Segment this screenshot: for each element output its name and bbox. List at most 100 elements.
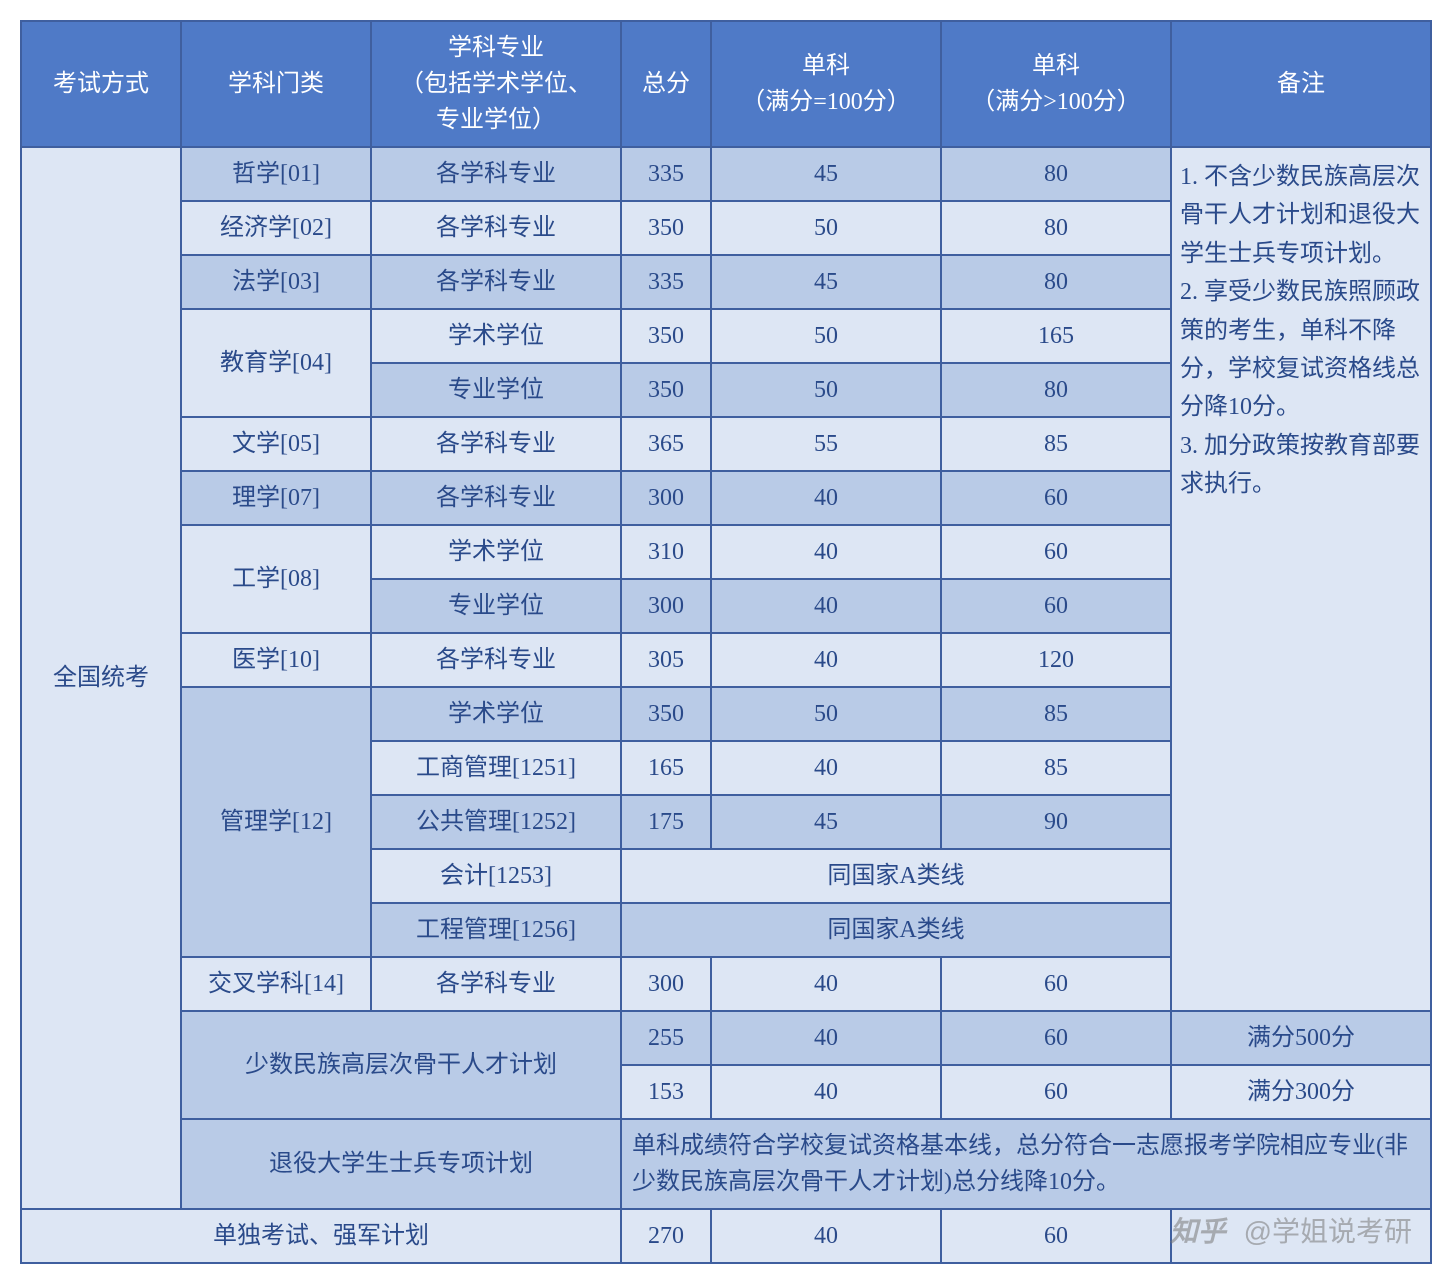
total-cell: 300	[621, 471, 711, 525]
total-cell: 255	[621, 1011, 711, 1065]
s1-cell: 40	[711, 471, 941, 525]
table-row: 少数民族高层次骨干人才计划 255 40 60 满分500分	[21, 1011, 1431, 1065]
s1-cell: 40	[711, 741, 941, 795]
total-cell: 350	[621, 201, 711, 255]
s2-cell: 85	[941, 417, 1171, 471]
s1-cell: 40	[711, 579, 941, 633]
s2-cell: 90	[941, 795, 1171, 849]
major-cell: 专业学位	[371, 579, 621, 633]
note-cell: 满分500分	[1171, 1011, 1431, 1065]
cat-cell: 经济学[02]	[181, 201, 371, 255]
total-cell: 300	[621, 957, 711, 1011]
s2-cell: 60	[941, 1209, 1171, 1263]
merged-cell: 同国家A类线	[621, 849, 1171, 903]
cat-cell: 管理学[12]	[181, 687, 371, 957]
major-cell: 各学科专业	[371, 147, 621, 201]
major-cell: 工程管理[1256]	[371, 903, 621, 957]
s1-cell: 40	[711, 525, 941, 579]
s2-cell: 60	[941, 1065, 1171, 1119]
major-cell: 学术学位	[371, 525, 621, 579]
s2-cell: 60	[941, 1011, 1171, 1065]
s1-cell: 40	[711, 1011, 941, 1065]
s1-cell: 45	[711, 255, 941, 309]
cat-cell: 理学[07]	[181, 471, 371, 525]
plan-label: 退役大学生士兵专项计划	[181, 1119, 621, 1209]
total-cell: 350	[621, 363, 711, 417]
total-cell: 175	[621, 795, 711, 849]
header-total: 总分	[621, 21, 711, 147]
s1-cell: 40	[711, 1065, 941, 1119]
s1-cell: 50	[711, 363, 941, 417]
s1-cell: 45	[711, 795, 941, 849]
major-cell: 学术学位	[371, 687, 621, 741]
header-subject-100: 单科（满分=100分）	[711, 21, 941, 147]
cat-cell: 交叉学科[14]	[181, 957, 371, 1011]
header-category: 学科门类	[181, 21, 371, 147]
s2-cell: 165	[941, 309, 1171, 363]
s1-cell: 40	[711, 633, 941, 687]
header-subject-gt100: 单科（满分>100分）	[941, 21, 1171, 147]
major-cell: 各学科专业	[371, 471, 621, 525]
cat-cell: 工学[08]	[181, 525, 371, 633]
s2-cell: 60	[941, 525, 1171, 579]
cat-cell: 教育学[04]	[181, 309, 371, 417]
total-cell: 305	[621, 633, 711, 687]
plan-label: 单独考试、强军计划	[21, 1209, 621, 1263]
plan-label: 少数民族高层次骨干人才计划	[181, 1011, 621, 1119]
major-cell: 各学科专业	[371, 201, 621, 255]
cat-cell: 哲学[01]	[181, 147, 371, 201]
header-remark: 备注	[1171, 21, 1431, 147]
total-cell: 270	[621, 1209, 711, 1263]
s1-cell: 50	[711, 201, 941, 255]
major-cell: 各学科专业	[371, 255, 621, 309]
exam-type-cell: 全国统考	[21, 147, 181, 1209]
major-cell: 公共管理[1252]	[371, 795, 621, 849]
cat-cell: 医学[10]	[181, 633, 371, 687]
s1-cell: 50	[711, 309, 941, 363]
major-cell: 专业学位	[371, 363, 621, 417]
s2-cell: 80	[941, 147, 1171, 201]
s1-cell: 50	[711, 687, 941, 741]
table-row: 退役大学生士兵专项计划 单科成绩符合学校复试资格基本线，总分符合一志愿报考学院相…	[21, 1119, 1431, 1209]
s2-cell: 60	[941, 471, 1171, 525]
total-cell: 165	[621, 741, 711, 795]
total-cell: 350	[621, 687, 711, 741]
major-cell: 各学科专业	[371, 957, 621, 1011]
cat-cell: 法学[03]	[181, 255, 371, 309]
empty-cell	[1171, 1209, 1431, 1263]
total-cell: 365	[621, 417, 711, 471]
s1-cell: 40	[711, 1209, 941, 1263]
s1-cell: 40	[711, 957, 941, 1011]
total-cell: 310	[621, 525, 711, 579]
total-cell: 335	[621, 147, 711, 201]
header-major: 学科专业（包括学术学位、专业学位）	[371, 21, 621, 147]
major-cell: 各学科专业	[371, 417, 621, 471]
total-cell: 153	[621, 1065, 711, 1119]
major-cell: 各学科专业	[371, 633, 621, 687]
major-cell: 学术学位	[371, 309, 621, 363]
s2-cell: 80	[941, 255, 1171, 309]
s2-cell: 85	[941, 687, 1171, 741]
header-row: 考试方式 学科门类 学科专业（包括学术学位、专业学位） 总分 单科（满分=100…	[21, 21, 1431, 147]
note-cell: 满分300分	[1171, 1065, 1431, 1119]
s1-cell: 55	[711, 417, 941, 471]
s2-cell: 120	[941, 633, 1171, 687]
cat-cell: 文学[05]	[181, 417, 371, 471]
s2-cell: 80	[941, 201, 1171, 255]
major-cell: 会计[1253]	[371, 849, 621, 903]
major-cell: 工商管理[1251]	[371, 741, 621, 795]
table-row: 全国统考 哲学[01] 各学科专业 335 45 80 1. 不含少数民族高层次…	[21, 147, 1431, 201]
s1-cell: 45	[711, 147, 941, 201]
score-table: 考试方式 学科门类 学科专业（包括学术学位、专业学位） 总分 单科（满分=100…	[20, 20, 1432, 1264]
s2-cell: 85	[941, 741, 1171, 795]
total-cell: 335	[621, 255, 711, 309]
s2-cell: 60	[941, 957, 1171, 1011]
total-cell: 300	[621, 579, 711, 633]
s2-cell: 60	[941, 579, 1171, 633]
plan-text: 单科成绩符合学校复试资格基本线，总分符合一志愿报考学院相应专业(非少数民族高层次…	[621, 1119, 1431, 1209]
header-exam-type: 考试方式	[21, 21, 181, 147]
s2-cell: 80	[941, 363, 1171, 417]
remark-cell: 1. 不含少数民族高层次骨干人才计划和退役大学生士兵专项计划。2. 享受少数民族…	[1171, 147, 1431, 1011]
table-row: 单独考试、强军计划 270 40 60	[21, 1209, 1431, 1263]
merged-cell: 同国家A类线	[621, 903, 1171, 957]
